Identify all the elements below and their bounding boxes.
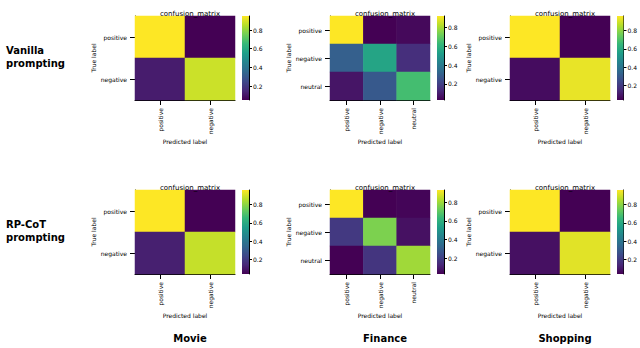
- svg-text:negative: negative: [476, 76, 503, 84]
- svg-text:prompting: prompting: [6, 232, 65, 243]
- svg-text:positive: positive: [343, 282, 351, 306]
- svg-text:positive: positive: [157, 282, 165, 306]
- svg-text:0.2: 0.2: [448, 255, 458, 262]
- svg-text:Movie: Movie: [173, 333, 207, 344]
- svg-text:confusion_matrix: confusion_matrix: [355, 10, 415, 18]
- svg-text:negative: negative: [207, 282, 215, 309]
- svg-text:negative: negative: [582, 108, 590, 135]
- svg-text:negative: negative: [296, 229, 323, 237]
- svg-text:negative: negative: [582, 282, 590, 309]
- svg-text:True label: True label: [285, 217, 292, 247]
- svg-text:negative: negative: [207, 108, 215, 135]
- svg-text:prompting: prompting: [6, 58, 65, 69]
- svg-text:0.6: 0.6: [253, 45, 263, 52]
- svg-text:positive: positive: [157, 108, 165, 132]
- svg-text:0.8: 0.8: [627, 201, 637, 208]
- svg-text:True label: True label: [465, 217, 472, 247]
- svg-text:confusion_matrix: confusion_matrix: [355, 184, 415, 192]
- svg-text:negative: negative: [296, 55, 323, 63]
- svg-text:0.4: 0.4: [253, 238, 263, 245]
- svg-text:positive: positive: [103, 34, 127, 42]
- svg-text:True label: True label: [90, 217, 97, 247]
- svg-text:0.2: 0.2: [253, 256, 263, 263]
- svg-text:Predicted label: Predicted label: [358, 312, 403, 319]
- svg-text:0.2: 0.2: [627, 256, 637, 263]
- svg-text:Predicted label: Predicted label: [538, 312, 583, 319]
- svg-text:negative: negative: [377, 282, 385, 309]
- svg-text:positive: positive: [532, 108, 540, 132]
- svg-text:positive: positive: [478, 208, 502, 216]
- svg-text:0.8: 0.8: [448, 199, 458, 206]
- svg-text:0.6: 0.6: [253, 219, 263, 226]
- svg-text:Predicted label: Predicted label: [538, 138, 583, 145]
- svg-text:positive: positive: [532, 282, 540, 306]
- svg-text:0.2: 0.2: [627, 82, 637, 89]
- svg-text:0.8: 0.8: [448, 24, 458, 31]
- svg-text:confusion_matrix: confusion_matrix: [160, 184, 220, 192]
- svg-text:negative: negative: [101, 250, 128, 258]
- svg-text:confusion_matrix: confusion_matrix: [535, 10, 595, 18]
- svg-text:Predicted label: Predicted label: [163, 138, 208, 145]
- svg-text:Vanilla: Vanilla: [6, 45, 48, 56]
- svg-text:positive: positive: [103, 208, 127, 216]
- svg-text:0.6: 0.6: [627, 219, 637, 226]
- svg-text:RP-CoT: RP-CoT: [6, 219, 50, 230]
- svg-text:Predicted label: Predicted label: [358, 138, 403, 145]
- svg-text:0.2: 0.2: [253, 83, 263, 90]
- svg-text:Finance: Finance: [363, 333, 407, 344]
- svg-text:True label: True label: [90, 43, 97, 73]
- svg-text:0.4: 0.4: [627, 238, 637, 245]
- svg-text:True label: True label: [285, 43, 292, 73]
- svg-text:positive: positive: [298, 27, 322, 35]
- svg-text:0.6: 0.6: [627, 45, 637, 52]
- svg-text:0.8: 0.8: [253, 27, 263, 34]
- svg-text:Predicted label: Predicted label: [163, 312, 208, 319]
- svg-text:positive: positive: [298, 201, 322, 209]
- svg-text:Shopping: Shopping: [538, 333, 591, 344]
- svg-text:negative: negative: [101, 76, 128, 84]
- svg-text:0.4: 0.4: [627, 64, 637, 71]
- svg-text:0.2: 0.2: [448, 80, 458, 87]
- svg-text:neutral: neutral: [410, 282, 417, 304]
- svg-text:True label: True label: [465, 43, 472, 73]
- svg-text:confusion_matrix: confusion_matrix: [535, 184, 595, 192]
- svg-text:neutral: neutral: [410, 108, 417, 130]
- svg-text:positive: positive: [478, 34, 502, 42]
- svg-text:positive: positive: [343, 108, 351, 132]
- svg-text:negative: negative: [476, 250, 503, 258]
- svg-text:0.6: 0.6: [448, 217, 458, 224]
- svg-text:0.8: 0.8: [253, 201, 263, 208]
- svg-text:0.8: 0.8: [627, 27, 637, 34]
- svg-text:negative: negative: [377, 108, 385, 135]
- svg-text:0.4: 0.4: [448, 236, 458, 243]
- svg-text:neutral: neutral: [301, 257, 323, 264]
- svg-text:0.4: 0.4: [253, 64, 263, 71]
- svg-text:0.6: 0.6: [448, 43, 458, 50]
- svg-text:neutral: neutral: [301, 83, 323, 90]
- svg-text:0.4: 0.4: [448, 62, 458, 69]
- svg-text:confusion_matrix: confusion_matrix: [160, 10, 220, 18]
